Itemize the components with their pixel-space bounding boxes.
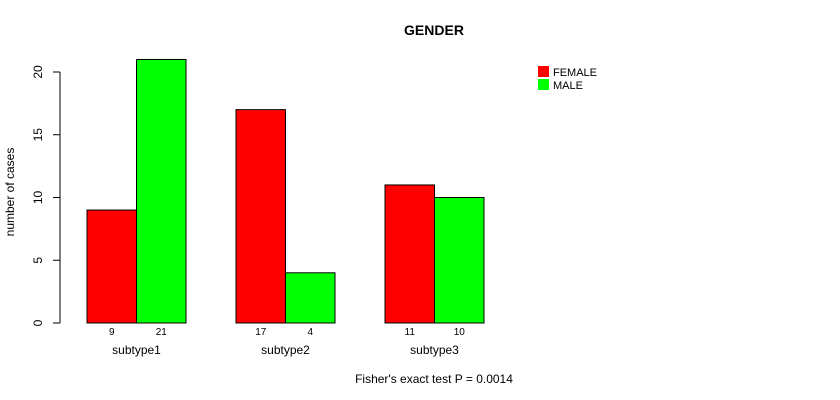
bar-male-subtype2 [285,272,336,324]
y-axis-title: number of cases [3,148,17,237]
bar-female-subtype1 [86,209,137,324]
category-label: subtype1 [112,343,161,357]
legend-swatch-female [538,66,549,77]
data-labels-layer: 9 21 17 4 11 10 [109,327,465,338]
bar-value-label: 21 [156,327,168,338]
category-label: subtype2 [261,343,310,357]
bars-layer [86,58,485,324]
legend-label: MALE [553,80,583,92]
bar-male-subtype1 [136,58,187,324]
bar-value-label: 11 [405,327,416,338]
bar-female-subtype3 [384,184,435,324]
y-tick-label: 10 [31,191,45,205]
stat-test-note: Fisher's exact test P = 0.0014 [355,372,513,386]
legend-swatch-male [538,79,549,90]
bar-value-label: 4 [307,327,313,338]
bar-male-subtype3 [434,197,485,324]
bar-value-label: 10 [454,327,466,338]
y-tick-label: 0 [31,319,45,326]
bar-value-label: 9 [109,327,115,338]
legend-label: FEMALE [553,67,597,79]
category-label: subtype3 [410,343,459,357]
y-tick-label: 5 [31,257,45,264]
y-axis: 0 5 10 15 20 [31,65,61,326]
y-tick-label: 20 [31,65,45,79]
y-tick-label: 15 [31,128,45,142]
category-labels-layer: subtype1 subtype2 subtype3 [112,343,459,357]
bar-female-subtype2 [235,109,286,324]
bar-value-label: 17 [255,327,267,338]
chart-title: GENDER [404,22,464,38]
